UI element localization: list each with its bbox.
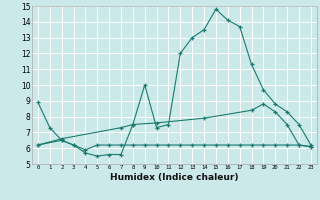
- X-axis label: Humidex (Indice chaleur): Humidex (Indice chaleur): [110, 173, 239, 182]
